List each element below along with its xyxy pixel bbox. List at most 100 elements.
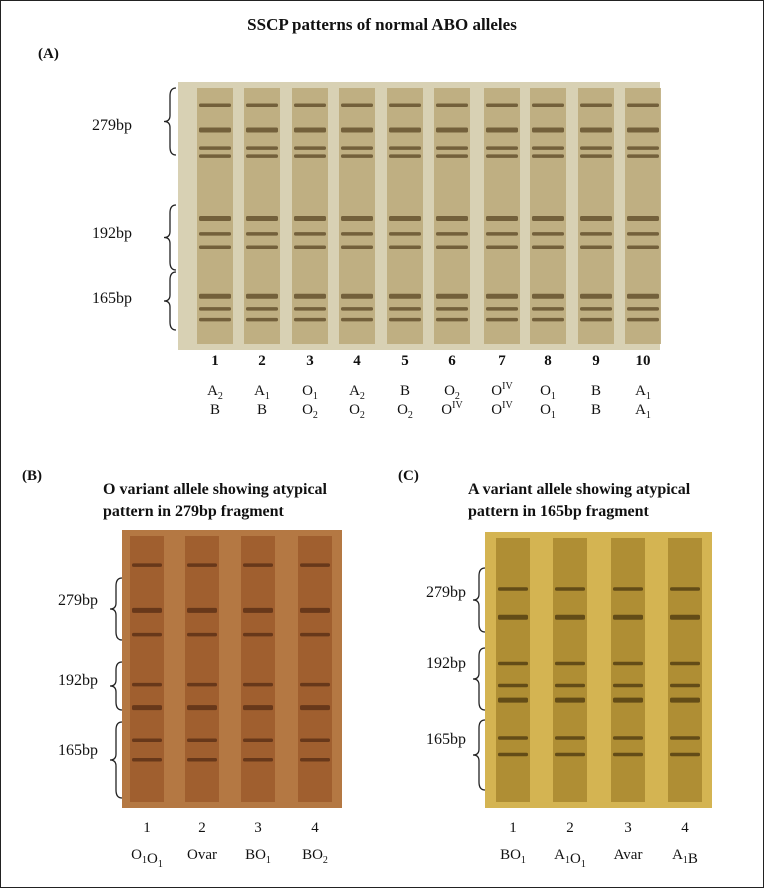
allele-text: O: [147, 851, 158, 867]
genotype-label: O2: [349, 402, 365, 421]
gel-band: [613, 614, 643, 620]
gel-band: [389, 307, 421, 311]
gel-band: [246, 245, 278, 249]
genotype-label: O1: [540, 402, 556, 421]
allele-text: A: [635, 383, 646, 399]
allele-text: O: [397, 402, 408, 418]
genotype-label: A1: [254, 383, 270, 402]
allele-text: A: [349, 383, 360, 399]
subscript: 2: [323, 855, 328, 866]
gel-band: [389, 232, 421, 236]
subscript: 2: [455, 391, 460, 402]
gel-band: [613, 752, 643, 757]
allele-text: B: [257, 402, 267, 418]
subscript: 2: [360, 410, 365, 421]
gel-band: [580, 245, 612, 249]
gel-band: [498, 736, 528, 740]
gel-band: [580, 232, 612, 236]
allele-text: BO: [500, 847, 521, 863]
gel-band: [532, 307, 564, 311]
brace: [163, 87, 177, 156]
gel-band: [341, 232, 373, 236]
gel-band: [389, 216, 421, 221]
gel-band: [580, 317, 612, 322]
genotype-label: A1O1: [554, 847, 586, 870]
genotype-label: B: [257, 402, 267, 418]
gel-lane: [553, 538, 587, 802]
allele-text: O: [302, 402, 313, 418]
subscript: 1: [551, 391, 556, 402]
gel-band: [627, 245, 659, 249]
gel-band: [246, 317, 278, 322]
gel-band: [670, 697, 700, 703]
subscript: 1: [158, 859, 163, 870]
lane-number: 9: [592, 353, 600, 369]
gel-band: [294, 293, 326, 299]
genotype-label: BO1: [500, 847, 526, 866]
gel-band: [294, 307, 326, 311]
gel-band: [294, 245, 326, 249]
gel-band: [243, 607, 273, 613]
lane-number: 3: [306, 353, 314, 369]
genotype-label: O2: [302, 402, 318, 421]
genotype-label: O1: [302, 383, 318, 402]
gel-band: [486, 146, 518, 150]
gel-band: [486, 103, 518, 107]
gel-band: [580, 103, 612, 107]
gel-band: [300, 682, 330, 687]
genotype-label: A1: [635, 402, 651, 421]
genotype-label: O1O1: [131, 847, 163, 870]
gel-band: [341, 245, 373, 249]
allele-text: B: [210, 402, 220, 418]
lane-number: 2: [566, 820, 574, 836]
gel-band: [389, 146, 421, 150]
gel-band: [294, 232, 326, 236]
gel-band: [132, 632, 162, 637]
gel-band: [243, 705, 273, 711]
subscript: 2: [218, 391, 223, 402]
gel-band: [498, 614, 528, 620]
genotype-label: O1: [540, 383, 556, 402]
gel-band: [555, 697, 585, 703]
gel-band: [199, 293, 231, 299]
gel-band: [627, 103, 659, 107]
gel-lane: [668, 538, 702, 802]
gel-band: [613, 587, 643, 591]
gel-band: [294, 103, 326, 107]
genotype-label: B: [591, 383, 601, 399]
allele-text: B: [591, 383, 601, 399]
gel-band: [389, 293, 421, 299]
gel-band: [187, 705, 217, 711]
fragment-label: 165bp: [58, 742, 98, 759]
gel-band: [670, 614, 700, 620]
gel-band: [580, 216, 612, 221]
gel-band: [294, 146, 326, 150]
allele-text: O: [491, 383, 502, 399]
genotype-label: B: [591, 402, 601, 418]
gel-band: [486, 245, 518, 249]
gel-band: [187, 607, 217, 613]
gel-band: [613, 661, 643, 666]
gel-band: [436, 317, 468, 322]
gel-band: [187, 757, 217, 762]
fragment-label: 165bp: [426, 731, 466, 748]
lane-number: 3: [624, 820, 632, 836]
lane-number: 6: [448, 353, 456, 369]
subscript: 1: [313, 391, 318, 402]
gel-band: [341, 146, 373, 150]
gel-band: [199, 127, 231, 133]
subscript: 1: [142, 855, 147, 866]
gel-band: [246, 154, 278, 158]
gel-band: [294, 154, 326, 158]
gel-band: [627, 232, 659, 236]
lane-number: 8: [544, 353, 552, 369]
gel-band: [486, 307, 518, 311]
panel-label: (C): [398, 468, 419, 484]
brace: [472, 567, 486, 633]
subscript: 1: [646, 410, 651, 421]
gel-band: [627, 146, 659, 150]
genotype-label: A1: [635, 383, 651, 402]
brace: [109, 721, 123, 799]
gel-band: [246, 146, 278, 150]
gel-band: [199, 307, 231, 311]
